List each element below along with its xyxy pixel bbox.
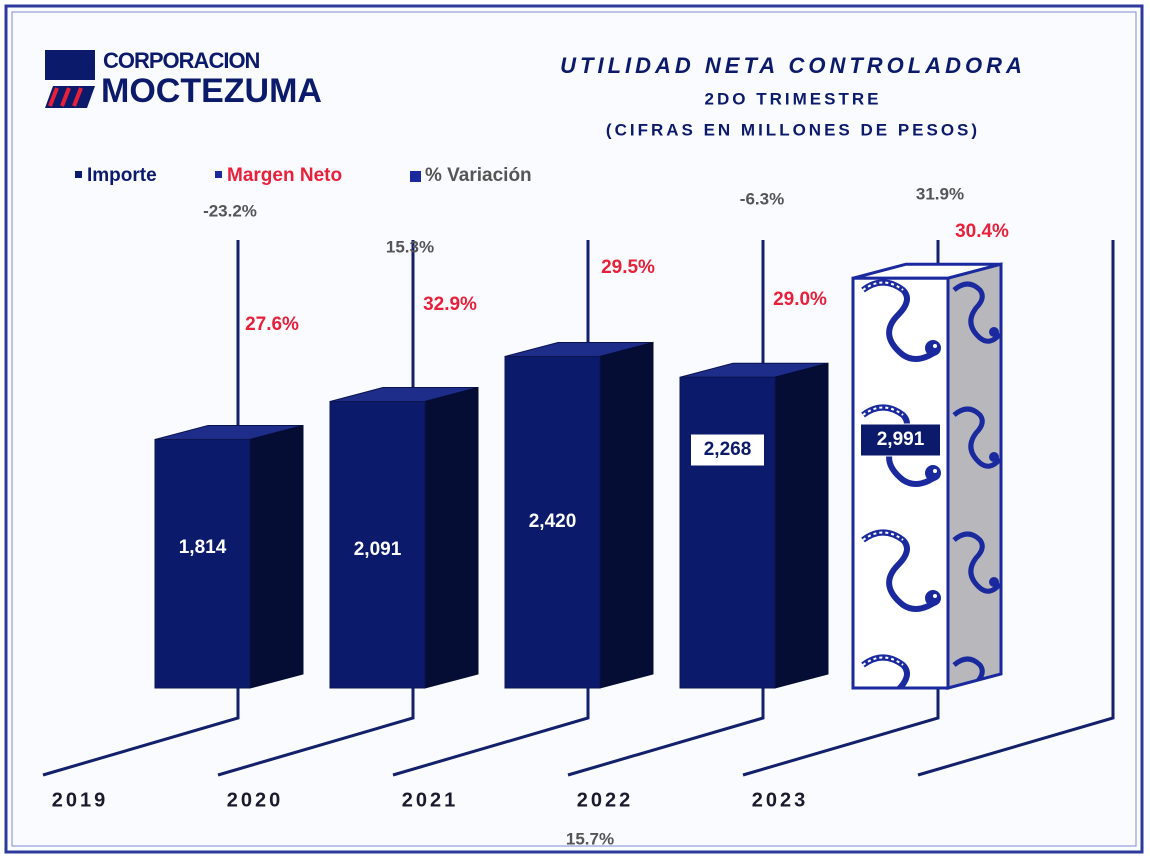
bar-side [600,342,653,688]
bar-side [775,363,828,688]
margin-label: 27.6% [245,314,299,335]
legend-label: Margen Neto [227,165,342,186]
x-tick-label: 2020 [227,789,284,811]
value-label: 2,420 [529,511,577,532]
value-label: 2,991 [877,429,925,450]
bar [505,342,653,688]
x-tick-label: 2023 [752,789,809,811]
bar-side [948,264,1001,688]
bar-front [680,377,775,688]
margin-label: 32.9% [423,294,477,315]
bar-side [250,425,303,688]
margin-label: 29.0% [773,289,827,310]
legend-swatch [410,171,421,182]
bar-front [853,278,948,688]
x-tick-label: 2021 [402,789,459,811]
legend-label: Importe [87,165,157,186]
margin-label: 29.5% [601,257,655,278]
logo-block [45,50,95,80]
bar [155,425,303,688]
x-tick-label: 2019 [52,789,109,811]
chart-note: (CIFRAS EN MILLONES DE PESOS) [606,120,980,139]
variation-label: 15.3% [386,237,434,256]
logo-line2: MOCTEZUMA [101,72,322,110]
legend-swatch [215,171,222,178]
bar-front [155,439,250,688]
variation-label: -23.2% [203,201,257,220]
bar [330,388,478,688]
value-label: 2,268 [704,439,752,460]
chart-title: UTILIDAD NETA CONTROLADORA [560,53,1026,78]
variation-label: -6.3% [740,189,784,208]
variation-label: 15.7% [566,829,614,848]
value-label: 1,814 [179,537,227,558]
variation-label: 31.9% [916,184,964,203]
margin-label: 30.4% [955,221,1009,242]
chart-subtitle: 2DO TRIMESTRE [705,89,882,108]
bar-side [425,388,478,688]
bar [680,363,828,688]
legend-label: % Variación [425,165,532,186]
legend-swatch [75,171,82,178]
bar [853,264,1001,688]
value-label: 2,091 [354,539,402,560]
logo-line1: CORPORACION [103,48,260,73]
x-tick-label: 2022 [577,789,634,811]
chart: CORPORACION MOCTEZUMA UTILIDAD NETA CONT… [0,0,1150,859]
